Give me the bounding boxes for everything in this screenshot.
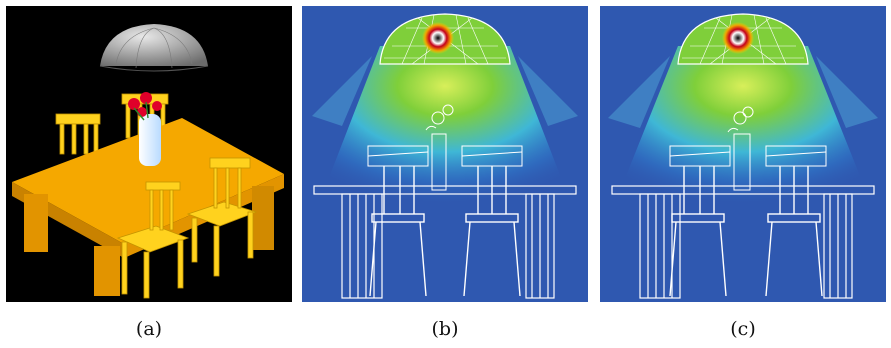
chair-front-wireframe bbox=[669, 166, 823, 297]
chair-front-right bbox=[186, 157, 258, 277]
chair-front-left bbox=[116, 181, 190, 299]
light-hotspot bbox=[722, 22, 754, 54]
table-leg bbox=[94, 246, 120, 296]
caption-a: (a) bbox=[135, 318, 163, 340]
caption-b: (b) bbox=[431, 318, 459, 340]
vase-wireframe bbox=[727, 106, 754, 191]
table-wireframe bbox=[611, 185, 875, 299]
table-leg bbox=[252, 186, 274, 250]
panel-b-render bbox=[302, 6, 588, 302]
panel-a-scene bbox=[6, 6, 292, 302]
chair-back-left bbox=[55, 113, 101, 155]
lamp-shade bbox=[100, 24, 208, 66]
scene-illustration bbox=[6, 6, 292, 302]
table-leg bbox=[24, 194, 48, 252]
vase-wireframe bbox=[425, 104, 454, 191]
vase bbox=[139, 114, 161, 166]
chair-front-wireframe bbox=[369, 166, 521, 297]
chair-backs-wireframe bbox=[367, 145, 523, 167]
light-hotspot bbox=[422, 22, 454, 54]
panel-c-render bbox=[600, 6, 886, 302]
render-illustration bbox=[302, 6, 588, 302]
render-illustration bbox=[600, 6, 886, 302]
caption-c: (c) bbox=[730, 318, 756, 340]
table-wireframe bbox=[313, 185, 577, 299]
table-top bbox=[12, 118, 284, 244]
